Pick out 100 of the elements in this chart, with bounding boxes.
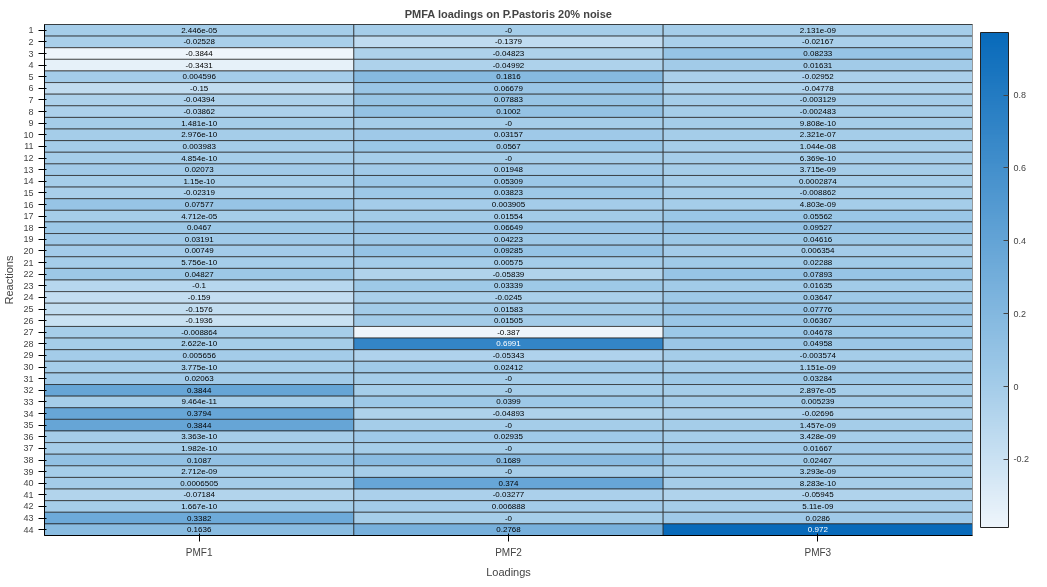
data-label: 0.02063	[184, 374, 215, 384]
data-label: -0.04394	[183, 95, 216, 105]
data-label: 2.897e-05	[799, 385, 837, 395]
data-label: 8.283e-10	[799, 478, 837, 488]
data-label: 0.3844	[186, 385, 212, 395]
y-tick-label: 2	[28, 36, 34, 47]
data-label: -0.05343	[492, 350, 525, 360]
data-label: -0	[504, 385, 513, 395]
data-label: 0.0002874	[798, 176, 838, 186]
data-label: 0.06649	[494, 223, 524, 233]
data-label: 0.04958	[803, 339, 833, 349]
data-label: 0.08233	[803, 49, 833, 59]
data-label: 0.1816	[496, 72, 522, 82]
data-label: -0	[504, 467, 513, 477]
x-axis-title: Loadings	[486, 565, 532, 578]
color-bar-label: 0.8	[1013, 90, 1027, 101]
y-tick-label: 4	[28, 60, 34, 71]
y-tick-label: 30	[23, 362, 34, 373]
data-label: 5.756e-10	[181, 258, 218, 268]
y-tick-label: 31	[23, 373, 34, 384]
data-label: 0.3844	[186, 420, 212, 430]
data-label: 0.01631	[803, 60, 833, 70]
data-label: 9.808e-10	[799, 118, 837, 128]
data-label: -0.1576	[185, 304, 214, 314]
data-label: -0.03862	[183, 107, 216, 117]
data-label: 2.446e-05	[181, 25, 218, 35]
data-label: 0.00575	[494, 258, 524, 268]
data-label: 0.01505	[494, 316, 524, 326]
data-label: 3.775e-10	[181, 362, 218, 372]
data-label: 0.0467	[186, 223, 212, 233]
y-tick-label: 23	[23, 280, 34, 291]
data-label: 0.03191	[184, 234, 215, 244]
data-label: -0.03277	[492, 490, 525, 500]
y-tick-label: 35	[23, 420, 34, 431]
data-label: 0.0567	[496, 141, 522, 151]
data-label: 0.1002	[496, 107, 522, 117]
data-label: 0.02467	[803, 455, 833, 465]
y-tick-label: 18	[23, 222, 34, 233]
data-label: 2.321e-07	[799, 130, 837, 140]
data-label: 3.428e-09	[799, 432, 837, 442]
data-label: 1.982e-10	[181, 443, 218, 453]
y-tick-label: 44	[23, 524, 34, 535]
y-tick-label: 42	[23, 501, 34, 512]
data-label: -0	[504, 153, 513, 163]
data-label: 0.2768	[496, 525, 522, 535]
y-tick-label: 9	[28, 118, 34, 129]
y-tick-label: 14	[23, 176, 34, 187]
data-label: 0.04223	[494, 234, 524, 244]
y-tick-label: 38	[23, 455, 34, 466]
data-label: 0.05562	[803, 211, 833, 221]
y-tick-label: 3	[28, 48, 34, 59]
data-label: 0.3382	[186, 513, 212, 523]
data-label: 0.374	[498, 478, 520, 488]
y-tick-label: 8	[28, 106, 34, 117]
data-label: 0.003905	[491, 200, 526, 210]
data-label: -0	[504, 118, 513, 128]
y-tick-label: 20	[23, 245, 34, 256]
data-label: 0.04827	[184, 269, 215, 279]
data-label: 0.03284	[803, 374, 833, 384]
data-label: 3.293e-09	[799, 467, 837, 477]
y-tick-label: 13	[23, 164, 34, 175]
data-label: 0.07776	[803, 304, 833, 314]
y-tick-label: 24	[23, 292, 34, 303]
data-label: 2.622e-10	[181, 339, 218, 349]
data-label: 4.803e-09	[799, 200, 837, 210]
data-label: 0.01635	[803, 281, 833, 291]
data-label: 0.02073	[184, 165, 215, 175]
data-label: 0.06679	[494, 83, 524, 93]
y-tick-label: 39	[23, 466, 34, 477]
data-label: 1.667e-10	[181, 501, 218, 511]
data-label: 0.005656	[182, 350, 217, 360]
data-label: 2.131e-09	[799, 25, 837, 35]
data-label: -0.05945	[802, 490, 835, 500]
y-tick-label: 5	[28, 71, 34, 82]
data-label: 0.0399	[496, 397, 522, 407]
data-label: -0.003129	[799, 95, 837, 105]
data-label: -0.05839	[492, 269, 525, 279]
data-label: 1.044e-08	[799, 141, 837, 151]
y-tick-label: 6	[28, 83, 34, 94]
data-label: 0.972	[807, 525, 829, 535]
y-tick-label: 43	[23, 513, 34, 524]
data-label: -0.008862	[799, 188, 837, 198]
y-tick-label: 10	[23, 129, 34, 140]
data-label: 1.457e-09	[799, 420, 837, 430]
data-label: 0.03647	[803, 292, 833, 302]
y-tick-label: 15	[23, 187, 34, 198]
color-bar-label: 0	[1013, 381, 1019, 392]
data-label: 0.0006505	[180, 478, 219, 488]
y-tick-label: 22	[23, 269, 34, 280]
data-label: 0.06367	[803, 316, 833, 326]
y-tick-label: 26	[23, 315, 34, 326]
y-tick-label: 33	[23, 396, 34, 407]
data-label: 0.1689	[496, 455, 522, 465]
data-label: 0.6991	[496, 339, 522, 349]
data-label: -0.008864	[181, 327, 218, 337]
data-label: -0.04778	[802, 83, 835, 93]
data-label: -0.02319	[183, 188, 216, 198]
x-tick-label: PMF3	[804, 546, 832, 558]
data-label: 5.11e-09	[802, 501, 834, 511]
data-label: 4.712e-05	[181, 211, 218, 221]
